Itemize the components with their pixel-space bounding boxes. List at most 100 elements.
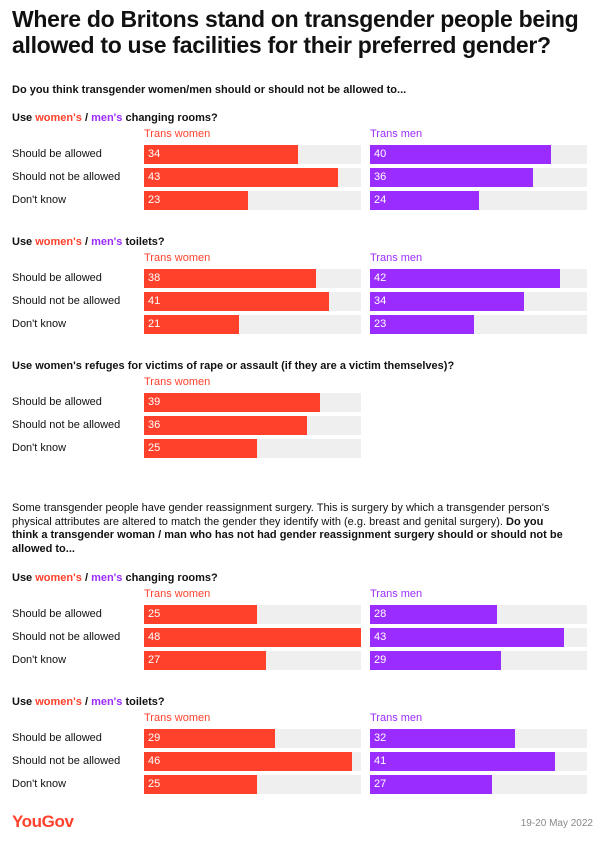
panel-4-bar-value: 27 <box>374 778 387 790</box>
panel-2-bar: 25 <box>144 439 257 458</box>
panel-4-bar-track: 32 <box>370 729 587 748</box>
panel-4-bar: 32 <box>370 729 515 748</box>
panel-4-question-sep: / <box>81 696 92 708</box>
panel-0-bar: 23 <box>144 191 248 210</box>
panel-0-row-label: Should be allowed <box>12 148 102 160</box>
panel-2-bar: 36 <box>144 416 307 435</box>
panel-4-question-w: women's <box>35 696 82 708</box>
panel-3-bar-value: 43 <box>374 631 387 643</box>
panel-0-bar-track: 34 <box>144 145 361 164</box>
panel-2-bar: 39 <box>144 393 321 412</box>
panel-1-bar-track: 23 <box>370 315 587 334</box>
panel-0-question-w: women's <box>35 112 82 124</box>
panel-0-bar: 36 <box>370 168 533 187</box>
panel-0-series-label: Trans men <box>370 128 423 140</box>
fieldwork-date: 19-20 May 2022 <box>520 818 593 829</box>
panel-1-series-label: Trans women <box>144 252 211 264</box>
panel-1-bar-track: 38 <box>144 269 361 288</box>
panel-4-bar-track: 25 <box>144 775 361 794</box>
panel-0-question-sep: / <box>81 112 92 124</box>
panel-3-bar: 28 <box>370 605 497 624</box>
panel-3-bar-track: 48 <box>144 628 361 647</box>
panel-2-bar-track: 36 <box>144 416 361 435</box>
panel-4-bar: 46 <box>144 752 352 771</box>
panel-1-question: Use women's / men's toilets? <box>12 236 165 248</box>
panel-4-bar-track: 46 <box>144 752 361 771</box>
panel-4-series-label: Trans women <box>144 712 211 724</box>
panel-0-question-pre: Use <box>12 112 36 124</box>
panel-4-row-label: Should be allowed <box>12 732 102 744</box>
panel-3-bar: 27 <box>144 651 267 670</box>
intro-text: Some transgender people have gender reas… <box>12 502 550 528</box>
surgery-question-intro: Some transgender people have gender reas… <box>12 502 572 556</box>
panel-0-bar: 43 <box>144 168 339 187</box>
panel-4-bar-track: 29 <box>144 729 361 748</box>
panel-0-bar-value: 40 <box>374 148 387 160</box>
panel-1-row-label: Don't know <box>12 318 67 330</box>
panel-3-bar-value: 28 <box>374 608 387 620</box>
panel-4-row-label: Should not be allowed <box>12 755 121 767</box>
panel-4-question: Use women's / men's toilets? <box>12 696 165 708</box>
panel-3-bar-track: 25 <box>144 605 361 624</box>
panel-1-bar-value: 34 <box>374 295 387 307</box>
panel-4-question-m: men's <box>91 696 123 708</box>
panel-2-row-label: Don't know <box>12 442 67 454</box>
panel-3-bar: 43 <box>370 628 565 647</box>
panel-0-bar-track: 23 <box>144 191 361 210</box>
panel-3-series-label: Trans men <box>370 588 423 600</box>
panel-1-bar-value: 23 <box>374 318 387 330</box>
panel-4-bar-value: 25 <box>148 778 161 790</box>
panel-4-row-label: Don't know <box>12 778 67 790</box>
panel-1-bar-value: 41 <box>148 295 161 307</box>
panel-0-bar-value: 43 <box>148 171 161 183</box>
panel-0-bar-value: 34 <box>148 148 161 160</box>
panel-1-question-post: toilets? <box>122 236 165 248</box>
panel-1-bar-track: 42 <box>370 269 587 288</box>
panel-0-question: Use women's / men's changing rooms? <box>12 112 218 124</box>
panel-4-bar-value: 46 <box>148 755 161 767</box>
panel-2-row-label: Should not be allowed <box>12 419 121 431</box>
panel-3-question-post: changing rooms? <box>122 572 218 584</box>
panel-2-bar-track: 39 <box>144 393 361 412</box>
panel-0-bar-value: 36 <box>374 171 387 183</box>
panel-1-bar: 38 <box>144 269 316 288</box>
panel-2-question-pre: Use women's refuges for victims of rape … <box>12 360 455 372</box>
panel-1-bar-value: 38 <box>148 272 161 284</box>
panel-3-question-w: women's <box>35 572 82 584</box>
panel-0-bar: 40 <box>370 145 551 164</box>
panel-3-row-label: Should be allowed <box>12 608 102 620</box>
panel-3-question: Use women's / men's changing rooms? <box>12 572 218 584</box>
panel-3-bar: 48 <box>144 628 361 647</box>
panel-4-bar: 27 <box>370 775 493 794</box>
panel-3-question-pre: Use <box>12 572 36 584</box>
panel-0-bar-track: 36 <box>370 168 587 187</box>
panel-4-question-post: toilets? <box>122 696 165 708</box>
panel-1-question-w: women's <box>35 236 82 248</box>
panel-3-bar-track: 43 <box>370 628 587 647</box>
panel-0-bar-track: 40 <box>370 145 587 164</box>
panel-3-bar: 25 <box>144 605 257 624</box>
panel-1-bar-track: 41 <box>144 292 361 311</box>
panel-4-question-pre: Use <box>12 696 36 708</box>
panel-1-question-m: men's <box>91 236 123 248</box>
panel-0-row-label: Don't know <box>12 194 67 206</box>
panel-1-bar: 34 <box>370 292 524 311</box>
panel-1-question-sep: / <box>81 236 92 248</box>
panel-0-series-label: Trans women <box>144 128 211 140</box>
panel-1-row-label: Should be allowed <box>12 272 102 284</box>
panel-2-bar-track: 25 <box>144 439 361 458</box>
panel-4-bar-value: 29 <box>148 732 161 744</box>
panel-3-bar-value: 25 <box>148 608 161 620</box>
panel-4-bar-value: 41 <box>374 755 387 767</box>
panel-2-bar-value: 25 <box>148 442 161 454</box>
panel-1-series-label: Trans men <box>370 252 423 264</box>
panel-4-bar-track: 27 <box>370 775 587 794</box>
panel-3-question-sep: / <box>81 572 92 584</box>
panel-3-row-label: Should not be allowed <box>12 631 121 643</box>
panel-0-bar-value: 24 <box>374 194 387 206</box>
panel-3-bar-value: 29 <box>374 654 387 666</box>
panel-1-bar-track: 21 <box>144 315 361 334</box>
panel-0-bar-value: 23 <box>148 194 161 206</box>
panel-1-bar-value: 42 <box>374 272 387 284</box>
panel-3-series-label: Trans women <box>144 588 211 600</box>
